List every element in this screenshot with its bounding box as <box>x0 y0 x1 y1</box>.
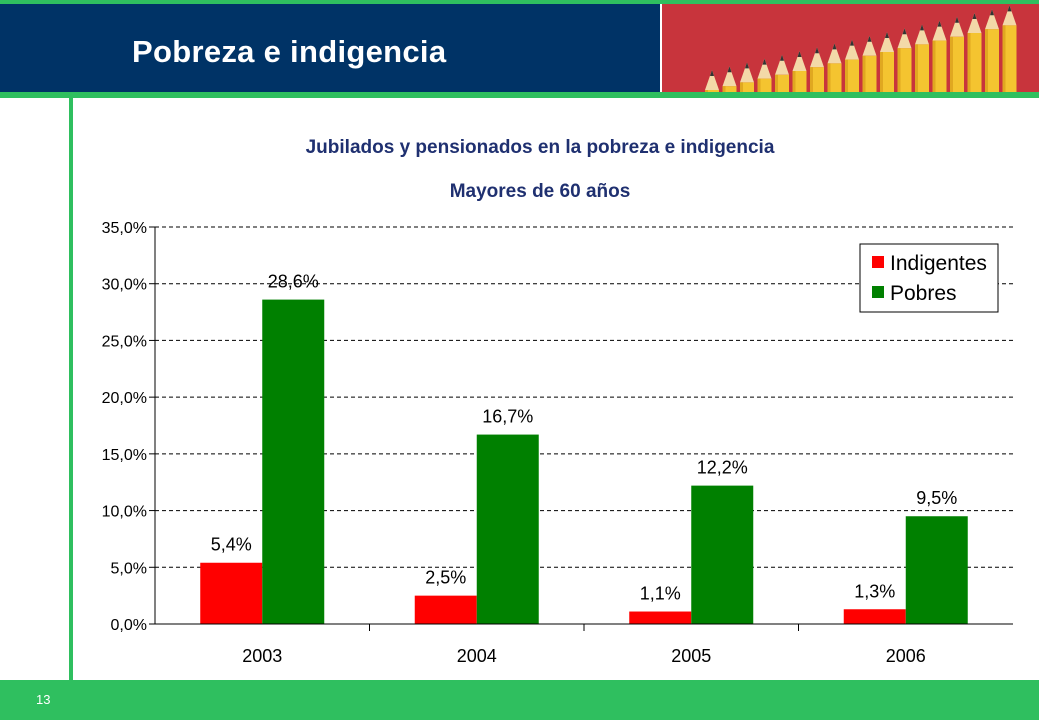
y-tick-label: 30,0% <box>102 277 147 294</box>
pencil-16 <box>967 13 982 94</box>
bars <box>200 299 968 624</box>
bar-indigentes-2004 <box>414 595 477 624</box>
pencil-5 <box>775 54 789 94</box>
slide-title: Pobreza e indigencia <box>132 34 447 69</box>
pencil-2 <box>722 66 737 94</box>
bar-pobres-2004 <box>476 434 539 624</box>
data-label: 28,6% <box>268 272 319 292</box>
pencils-photo <box>662 4 1039 94</box>
pencil-8 <box>827 43 842 94</box>
legend-swatch-indigentes <box>872 256 884 268</box>
top-accent-stripe <box>0 0 1039 4</box>
pencil-4 <box>757 58 772 94</box>
pencil-13 <box>915 24 929 94</box>
data-label: 12,2% <box>697 458 748 478</box>
bar-pobres-2005 <box>691 485 754 624</box>
page-number: 13 <box>36 692 51 707</box>
chart-legend: Indigentes Pobres <box>859 243 999 313</box>
x-tick-label: 2003 <box>242 646 282 666</box>
bar-indigentes-2006 <box>843 609 906 624</box>
axes <box>149 226 1013 631</box>
y-tick-label: 5,0% <box>111 560 147 577</box>
pencil-15 <box>950 16 964 94</box>
x-tick-label: 2006 <box>886 646 926 666</box>
chart-title: Jubilados y pensionados en la pobreza e … <box>305 137 775 158</box>
pencil-10 <box>862 35 877 94</box>
pencil-18 <box>1002 5 1017 94</box>
x-tick-label: 2005 <box>671 646 711 666</box>
y-tick-label: 10,0% <box>102 504 147 521</box>
data-label: 9,5% <box>916 488 957 508</box>
legend-label-indigentes: Indigentes <box>890 252 987 275</box>
pencil-6 <box>792 51 807 94</box>
pencil-14 <box>932 20 947 94</box>
data-label: 16,7% <box>482 407 533 427</box>
legend-label-pobres: Pobres <box>890 282 957 305</box>
header-band: Pobreza e indigencia <box>0 4 660 92</box>
y-tick-label: 15,0% <box>102 447 147 464</box>
bar-pobres-2006 <box>905 516 968 624</box>
data-label: 1,3% <box>854 581 895 601</box>
header-divider <box>0 92 1039 98</box>
y-tick-label: 20,0% <box>102 390 147 407</box>
legend-box <box>859 243 999 313</box>
bar-indigentes-2005 <box>629 611 692 624</box>
left-rule <box>69 98 73 680</box>
chart-subtitle: Mayores de 60 años <box>449 181 631 202</box>
pencil-3 <box>740 62 754 94</box>
bar-pobres-2003 <box>262 299 325 624</box>
data-label: 2,5% <box>425 568 466 588</box>
y-tick-label: 25,0% <box>102 333 147 350</box>
y-tick-label: 35,0% <box>102 220 147 237</box>
pencils-group <box>705 5 1017 94</box>
pencil-11 <box>880 32 894 94</box>
y-tick-label: 0,0% <box>111 617 147 634</box>
x-tick-label: 2004 <box>457 646 497 666</box>
bar-indigentes-2003 <box>200 562 263 624</box>
pencil-17 <box>985 9 999 94</box>
bar-chart: 0,0% 5,0% 10,0% 15,0% 20,0% 25,0% 30,0% 35,0% 20… <box>102 220 1013 666</box>
legend-swatch-pobres <box>872 286 884 298</box>
data-label: 5,4% <box>211 535 252 555</box>
pencil-9 <box>845 39 859 94</box>
footer-band <box>0 680 1039 720</box>
data-label: 1,1% <box>640 584 681 604</box>
pencil-12 <box>897 28 912 94</box>
pencils-illustration <box>662 4 1039 94</box>
pencil-7 <box>810 47 824 94</box>
labels: 0,0% 5,0% 10,0% 15,0% 20,0% 25,0% 30,0% 35,0% 20… <box>102 220 958 666</box>
